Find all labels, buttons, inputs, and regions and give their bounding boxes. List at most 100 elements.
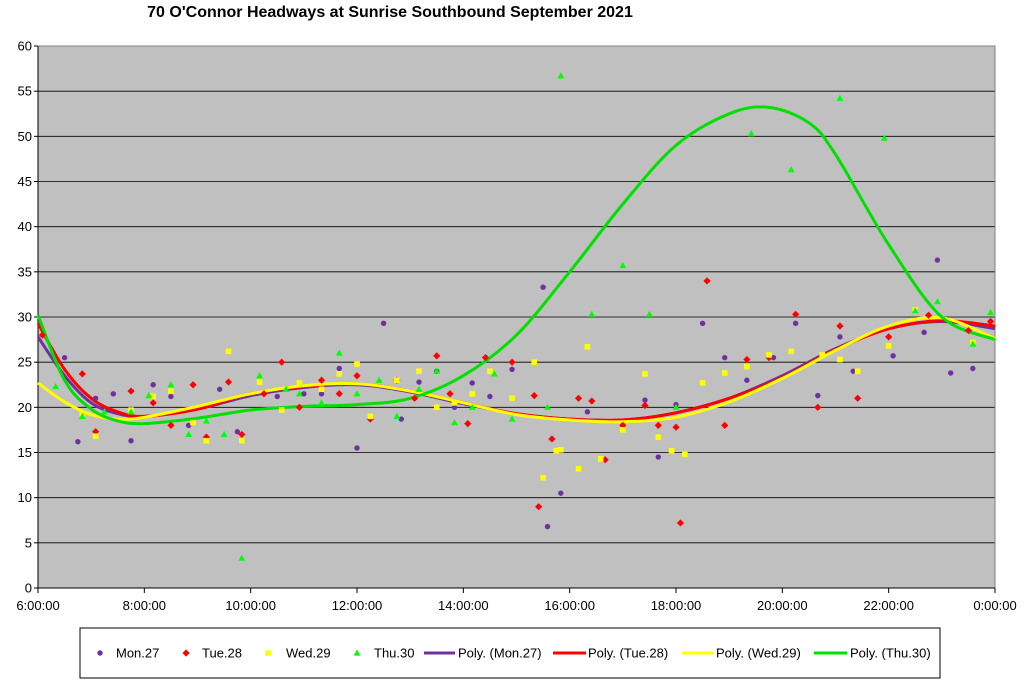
data-point-mon-27 xyxy=(655,454,661,460)
data-point-thu-30 xyxy=(335,349,343,356)
x-tick-label: 22:00:00 xyxy=(863,598,914,613)
data-point-tue-28 xyxy=(672,423,680,431)
data-point-mon-27 xyxy=(469,380,475,386)
x-tick-label: 18:00:00 xyxy=(651,598,702,613)
data-point-thu-30 xyxy=(78,412,86,419)
data-point-tue-28 xyxy=(924,311,933,319)
data-point-tue-28 xyxy=(508,358,516,366)
data-point-wed-29 xyxy=(190,419,196,426)
data-point-mon-27 xyxy=(354,445,360,451)
data-point-tue-28 xyxy=(278,358,286,366)
y-tick-label: 25 xyxy=(18,355,32,370)
data-point-mon-27 xyxy=(744,377,750,383)
data-point-tue-28 xyxy=(78,370,86,378)
data-point-thu-30 xyxy=(619,261,627,269)
data-point-wed-29 xyxy=(575,465,582,472)
x-tick-label: 10:00:00 xyxy=(225,598,276,613)
data-point-wed-29 xyxy=(256,379,263,385)
data-point-mon-27 xyxy=(558,490,564,496)
data-point-thu-30 xyxy=(934,298,941,305)
data-point-thu-30 xyxy=(588,310,596,317)
y-tick-label: 5 xyxy=(25,535,32,550)
data-point-tue-28 xyxy=(814,403,822,411)
legend-entry: Poly. (Thu.30) xyxy=(850,646,931,661)
data-point-thu-30 xyxy=(508,415,516,422)
data-point-thu-30 xyxy=(646,310,653,317)
x-tick-label: 20:00:00 xyxy=(757,598,808,613)
x-tick-label: 0:00:00 xyxy=(973,598,1016,613)
data-point-wed-29 xyxy=(509,395,515,402)
data-point-wed-29 xyxy=(394,377,400,384)
y-tick-label: 55 xyxy=(18,84,32,99)
data-point-thu-30 xyxy=(282,385,290,392)
data-point-tue-28 xyxy=(836,322,844,330)
data-point-thu-30 xyxy=(52,382,60,390)
data-point-mon-27 xyxy=(934,257,941,263)
data-point-wed-29 xyxy=(721,370,728,376)
data-point-wed-29 xyxy=(766,352,772,358)
legend-marker xyxy=(353,649,361,656)
legend-entry: Tue.28 xyxy=(202,646,242,661)
data-point-thu-30 xyxy=(167,381,175,388)
y-tick-label: 45 xyxy=(18,174,32,189)
data-point-mon-27 xyxy=(61,354,68,361)
data-point-mon-27 xyxy=(642,397,648,403)
data-point-tue-28 xyxy=(574,394,583,402)
y-tick-label: 0 xyxy=(25,581,32,596)
data-point-tue-28 xyxy=(38,331,47,339)
data-point-mon-27 xyxy=(890,353,896,359)
data-point-tue-28 xyxy=(548,435,556,443)
data-point-mon-27 xyxy=(509,366,515,373)
data-point-thu-30 xyxy=(544,403,551,410)
data-point-tue-28 xyxy=(433,352,441,360)
data-point-wed-29 xyxy=(318,386,325,393)
data-point-mon-27 xyxy=(770,354,777,361)
data-point-thu-30 xyxy=(747,130,755,137)
legend-entry: Thu.30 xyxy=(374,646,414,661)
data-point-tue-28 xyxy=(986,317,995,326)
data-point-mon-27 xyxy=(274,393,280,400)
data-point-wed-29 xyxy=(558,446,564,453)
data-point-wed-29 xyxy=(553,447,560,454)
data-point-mon-27 xyxy=(301,391,307,397)
data-point-mon-27 xyxy=(128,438,134,444)
data-point-mon-27 xyxy=(699,320,706,327)
data-point-thu-30 xyxy=(256,372,263,379)
data-point-mon-27 xyxy=(216,386,223,392)
y-tick-label: 15 xyxy=(18,445,32,460)
data-point-wed-29 xyxy=(225,348,232,355)
y-tick-label: 30 xyxy=(18,310,32,325)
data-point-wed-29 xyxy=(416,368,422,374)
data-point-tue-28 xyxy=(464,419,472,428)
data-point-wed-29 xyxy=(837,356,843,363)
legend-marker xyxy=(97,650,103,656)
data-point-wed-29 xyxy=(296,380,303,386)
data-point-tue-28 xyxy=(964,326,973,335)
data-point-thu-30 xyxy=(127,408,135,415)
data-point-wed-29 xyxy=(597,456,604,462)
data-point-thu-30 xyxy=(787,166,795,173)
data-point-wed-29 xyxy=(668,447,675,454)
x-tick-label: 8:00:00 xyxy=(123,598,166,613)
x-tick-label: 14:00:00 xyxy=(438,598,489,613)
data-point-wed-29 xyxy=(699,380,706,386)
y-tick-label: 40 xyxy=(18,219,32,234)
data-point-tue-28 xyxy=(792,310,800,318)
data-point-mon-27 xyxy=(92,395,99,401)
y-tick-label: 10 xyxy=(18,490,32,505)
data-point-thu-30 xyxy=(353,390,361,397)
data-point-mon-27 xyxy=(850,368,856,374)
data-point-thu-30 xyxy=(101,408,108,415)
data-point-wed-29 xyxy=(367,413,374,420)
data-point-tue-28 xyxy=(149,399,157,407)
legend-entry: Mon.27 xyxy=(116,646,159,661)
data-point-wed-29 xyxy=(540,474,546,481)
y-tick-label: 50 xyxy=(18,129,32,144)
legend-entry: Poly. (Tue.28) xyxy=(588,646,668,661)
data-point-mon-27 xyxy=(150,382,156,388)
data-point-mon-27 xyxy=(837,334,843,340)
data-point-tue-28 xyxy=(885,333,893,341)
data-point-mon-27 xyxy=(168,393,174,400)
data-point-mon-27 xyxy=(970,365,976,372)
